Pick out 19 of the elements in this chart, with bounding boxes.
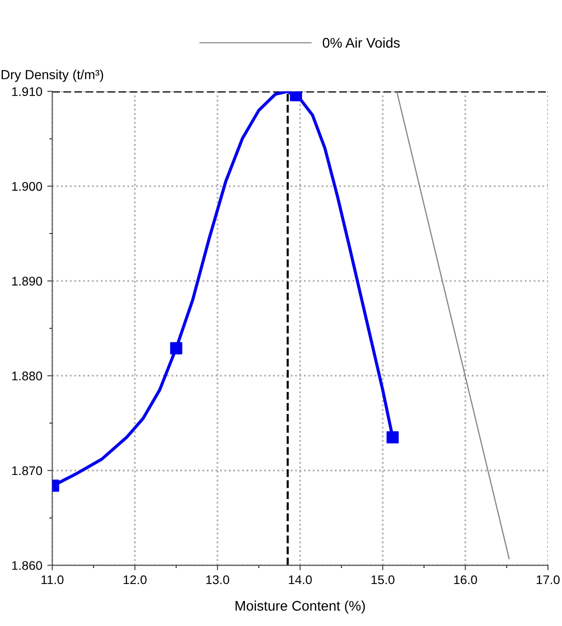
x-tick-label: 12.0 bbox=[124, 575, 147, 584]
x-tick-label: 15.0 bbox=[372, 575, 394, 584]
x-tick-label: 13.0 bbox=[206, 575, 230, 584]
y-tick-label: 1.890 bbox=[12, 276, 42, 286]
x-tick-label: 14.0 bbox=[288, 575, 312, 584]
point bbox=[386, 431, 399, 444]
point bbox=[290, 91, 302, 102]
y-axis-title: Dry Density (t/m³) bbox=[2, 70, 104, 82]
text: 0% Air Voids bbox=[322, 38, 400, 48]
point bbox=[170, 342, 182, 354]
y-tick-label: 1.910 bbox=[12, 87, 42, 96]
y-tick-label: 1.870 bbox=[12, 466, 42, 476]
y-tick-label: 1.860 bbox=[12, 561, 42, 570]
x-tick-label: 16.0 bbox=[454, 575, 478, 584]
y-tick-label: 1.880 bbox=[12, 372, 42, 380]
x-tick-label: 11.0 bbox=[42, 575, 64, 584]
y-tick-label: 1.900 bbox=[12, 182, 42, 191]
x-tick-label: 17.0 bbox=[536, 575, 560, 584]
x-axis-title: Moisture Content (%) bbox=[236, 600, 365, 614]
